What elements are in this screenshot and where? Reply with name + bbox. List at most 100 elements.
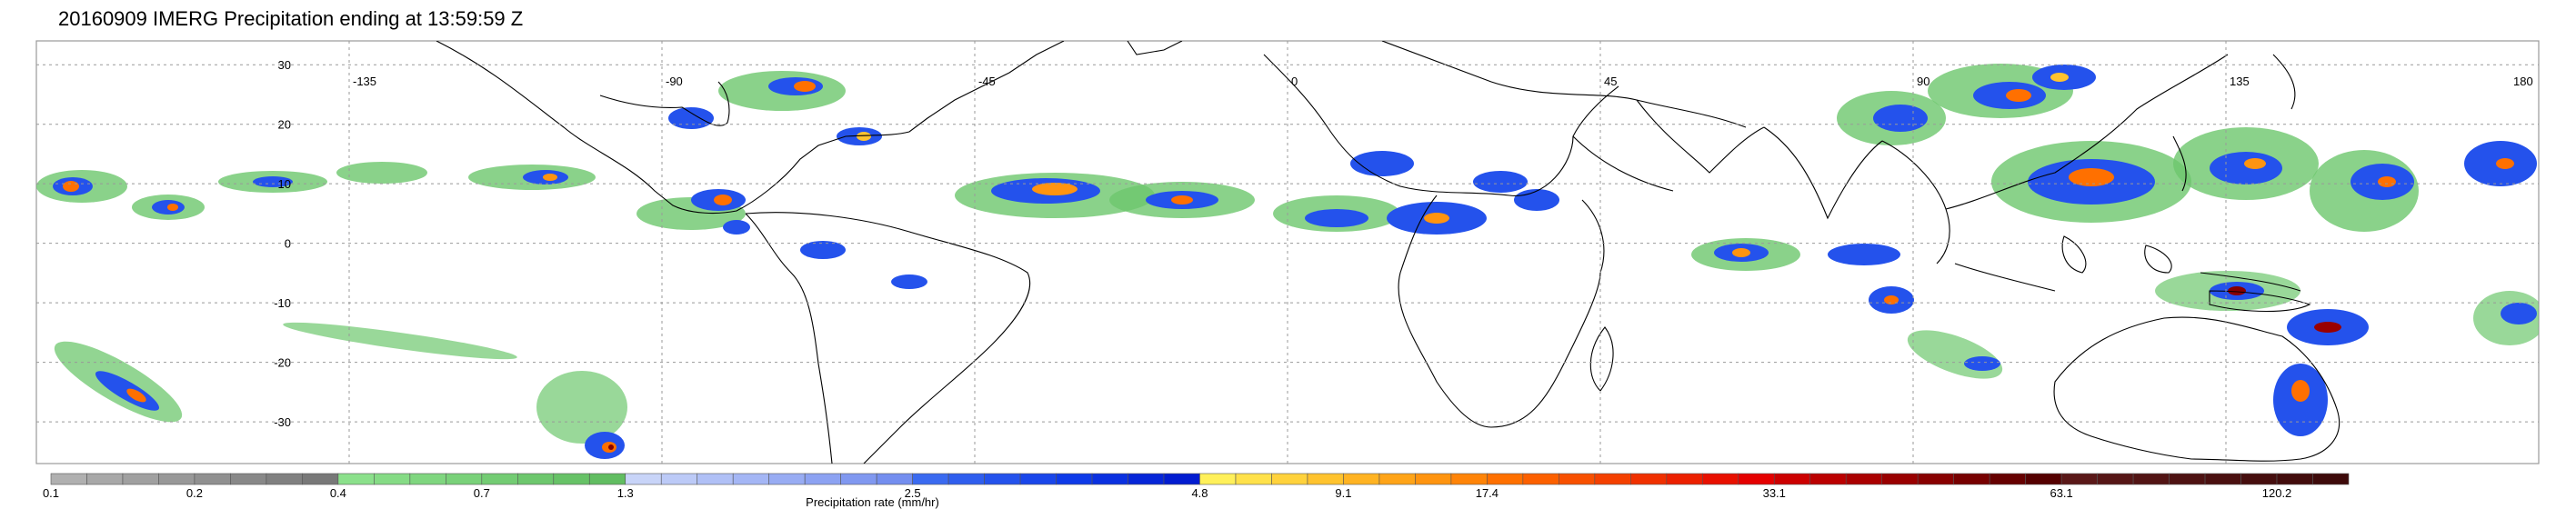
colorbar-label: Precipitation rate (mm/hr) xyxy=(806,495,939,509)
lon-label: 45 xyxy=(1604,75,1617,88)
colorbar-tick-label: 2.5 xyxy=(905,486,921,500)
lon-label: 180 xyxy=(2513,75,2533,88)
colorbar-cell xyxy=(1953,473,1990,485)
map-title: 20160909 IMERG Precipitation ending at 1… xyxy=(58,7,524,30)
colorbar-cell xyxy=(1989,473,2026,485)
colorbar-cell xyxy=(446,473,483,485)
colorbar-cell xyxy=(1091,473,1128,485)
colorbar-cell xyxy=(1271,473,1308,485)
colorbar-cell xyxy=(840,473,877,485)
colorbar-cell xyxy=(2276,473,2313,485)
colorbar-cell xyxy=(1019,473,1057,485)
colorbar-cell xyxy=(625,473,662,485)
latitude-labels: 30 20 10 0 -10 -20 -30 xyxy=(274,58,291,429)
colorbar-cell xyxy=(1701,473,1739,485)
colorbar-cell xyxy=(912,473,949,485)
lat-label: 10 xyxy=(278,177,291,191)
colorbar-tick-label: 1.3 xyxy=(617,486,634,500)
lat-label: 30 xyxy=(278,58,291,72)
colorbar-cell xyxy=(697,473,734,485)
colorbar-cell xyxy=(86,473,124,485)
lon-label: -45 xyxy=(978,75,996,88)
colorbar-cell xyxy=(947,473,985,485)
colorbar-cell xyxy=(481,473,518,485)
colorbar-tick-label: 0.7 xyxy=(474,486,490,500)
colorbar: 0.1 0.2 0.4 0.7 1.3 2.5 4.8 9.1 17.4 33.… xyxy=(43,473,2350,509)
colorbar-cell xyxy=(50,473,87,485)
lat-label: -10 xyxy=(274,296,291,310)
colorbar-tick-label: 17.4 xyxy=(1476,486,1498,500)
colorbar-cell xyxy=(2097,473,2134,485)
colorbar-tick-label: 63.1 xyxy=(2050,486,2072,500)
colorbar-cell xyxy=(230,473,267,485)
lat-label: 0 xyxy=(285,237,291,251)
colorbar-cell xyxy=(409,473,446,485)
colorbar-cell xyxy=(266,473,303,485)
colorbar-cell xyxy=(553,473,590,485)
colorbar-cell xyxy=(1307,473,1344,485)
precipitation-layer xyxy=(36,64,2539,459)
colorbar-cell xyxy=(1666,473,1703,485)
colorbar-tick-label: 4.8 xyxy=(1191,486,1208,500)
colorbar-cell xyxy=(2240,473,2278,485)
colorbar-tick-label: 0.2 xyxy=(186,486,203,500)
colorbar-tick-label: 0.1 xyxy=(43,486,59,500)
colorbar-cell xyxy=(804,473,841,485)
colorbar-cell xyxy=(660,473,698,485)
colorbar-cell xyxy=(876,473,913,485)
colorbar-cell xyxy=(1522,473,1559,485)
colorbar-cell xyxy=(1809,473,1847,485)
lat-label: 20 xyxy=(278,118,291,132)
colorbar-tick-label: 120.2 xyxy=(2262,486,2292,500)
lon-label: 90 xyxy=(1917,75,1929,88)
colorbar-cell xyxy=(1594,473,1631,485)
colorbar-cell xyxy=(1881,473,1919,485)
colorbar-cell xyxy=(1845,473,1883,485)
colorbar-cell xyxy=(1487,473,1524,485)
colorbar-cell xyxy=(158,473,195,485)
colorbar-cell xyxy=(2025,473,2062,485)
lon-label: 135 xyxy=(2230,75,2250,88)
colorbar-cell xyxy=(374,473,411,485)
colorbar-cell xyxy=(122,473,159,485)
colorbar-cell xyxy=(984,473,1021,485)
colorbar-cell xyxy=(588,473,626,485)
colorbar-cell xyxy=(1128,473,1165,485)
colorbar-tick-label: 0.4 xyxy=(330,486,346,500)
lat-label: -20 xyxy=(274,356,291,370)
colorbar-cell xyxy=(302,473,339,485)
colorbar-tick-label: 33.1 xyxy=(1763,486,1786,500)
colorbar-cell xyxy=(1773,473,1811,485)
lon-label: 0 xyxy=(1291,75,1298,88)
lat-label: -30 xyxy=(274,415,291,429)
colorbar-cell xyxy=(1630,473,1668,485)
colorbar-cell xyxy=(1450,473,1488,485)
lon-label: -90 xyxy=(666,75,683,88)
colorbar-cell xyxy=(1343,473,1380,485)
colorbar-cell xyxy=(516,473,555,485)
colorbar-cell xyxy=(1199,473,1237,485)
colorbar-cell xyxy=(2312,473,2350,485)
colorbar-cell xyxy=(2204,473,2241,485)
colorbar-cell xyxy=(1163,473,1200,485)
colorbar-cell xyxy=(768,473,806,485)
colorbar-cell xyxy=(194,473,231,485)
colorbar-cell xyxy=(1235,473,1272,485)
longitude-labels: -135 -90 -45 0 45 90 135 180 xyxy=(353,75,2533,88)
colorbar-cell xyxy=(732,473,769,485)
coastlines xyxy=(436,41,2340,464)
colorbar-cell xyxy=(2169,473,2206,485)
colorbar-cell xyxy=(1559,473,1596,485)
colorbar-cell xyxy=(1415,473,1452,485)
colorbar-cell xyxy=(1056,473,1093,485)
colorbar-cell xyxy=(1738,473,1775,485)
graticule xyxy=(36,41,2539,464)
colorbar-cell xyxy=(1917,473,1954,485)
colorbar-cell xyxy=(337,473,375,485)
colorbar-cell xyxy=(1378,473,1416,485)
colorbar-cell xyxy=(2060,473,2098,485)
lon-label: -135 xyxy=(353,75,376,88)
colorbar-tick-label: 9.1 xyxy=(1335,486,1351,500)
colorbar-cell xyxy=(2132,473,2170,485)
